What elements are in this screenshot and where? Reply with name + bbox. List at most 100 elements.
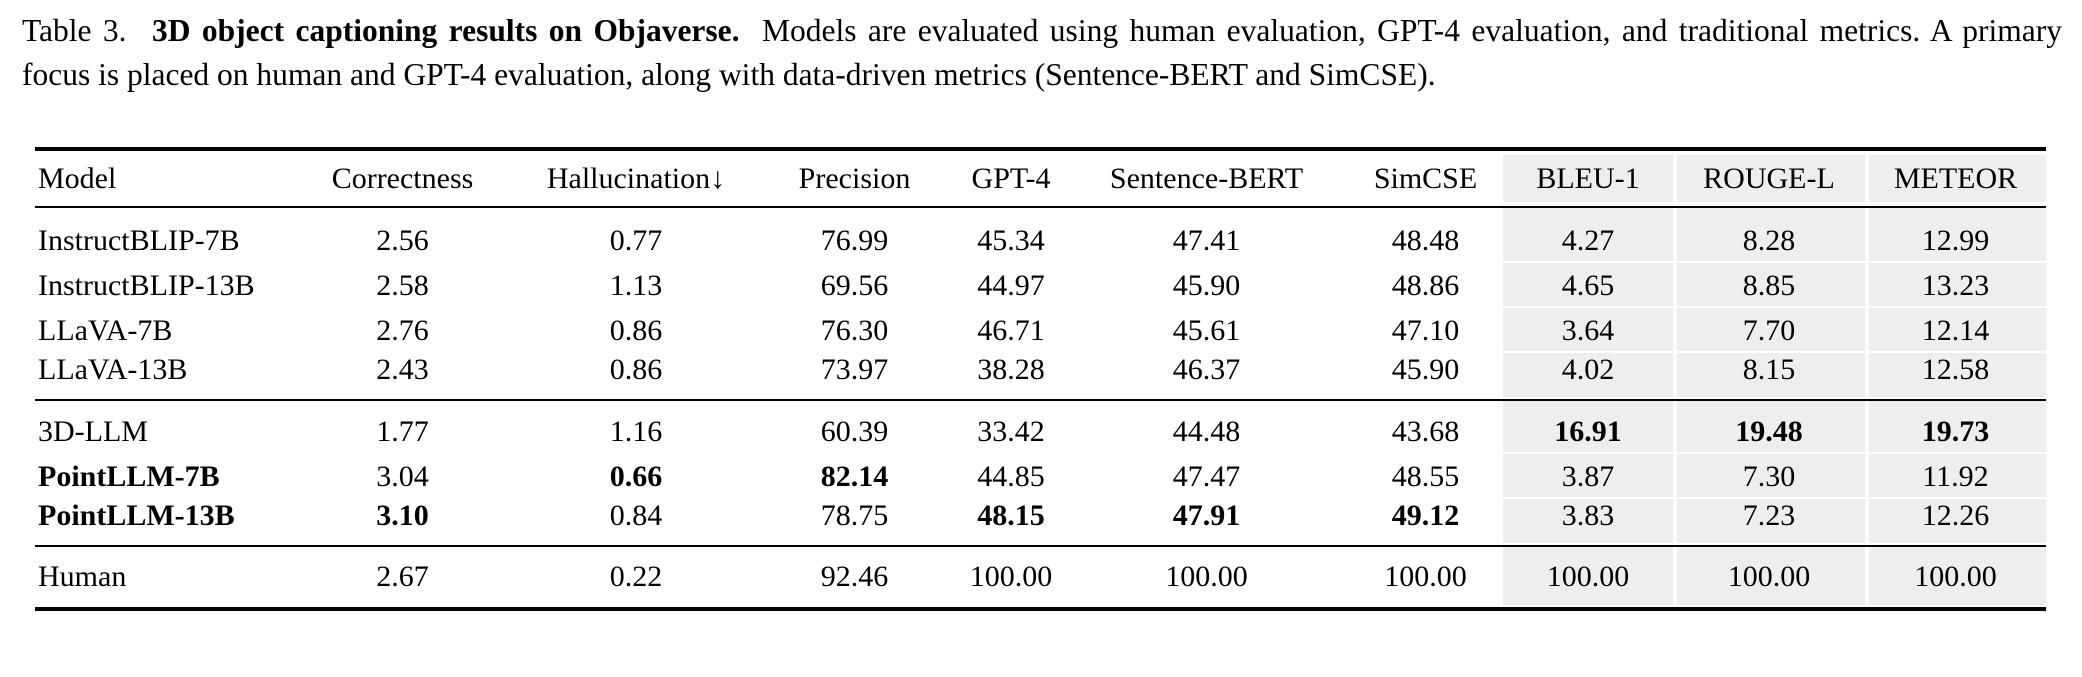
header-row: Model Correctness Hallucination↓ Precisi… xyxy=(35,149,2046,207)
metric-cell: 3.04 xyxy=(376,459,429,493)
metric-cell: 100.00 xyxy=(1503,546,1673,609)
metric-cell: 1.77 xyxy=(376,414,429,448)
metric-cell: 48.86 xyxy=(1391,268,1460,302)
column-header: BLEU-1 xyxy=(1503,149,1673,207)
metric-cell: 12.58 xyxy=(1865,353,2046,400)
metric-cell: 48.15 xyxy=(977,499,1045,532)
metric-cell: 3.64 xyxy=(1503,308,1673,353)
metric-cell: 76.99 xyxy=(820,223,889,257)
metric-cell: 69.56 xyxy=(820,268,889,302)
metric-cell: 45.34 xyxy=(977,223,1045,257)
metric-cell: 45.90 xyxy=(1172,268,1241,302)
model-cell: InstructBLIP-7B xyxy=(38,223,240,257)
metric-cell: 8.28 xyxy=(1673,207,1865,263)
human-group: Human 2.67 0.22 92.46 100.00 100.00 100.… xyxy=(35,546,2046,609)
metric-cell: 0.22 xyxy=(609,560,663,593)
metric-cell: 2.56 xyxy=(376,223,429,257)
column-header: Hallucination↓ xyxy=(546,161,726,195)
metric-cell: 44.48 xyxy=(1172,414,1241,448)
metric-cell: 0.86 xyxy=(609,313,663,347)
metric-cell: 44.85 xyxy=(977,459,1045,493)
caption-title: 3D object captioning results on Objavers… xyxy=(151,13,740,48)
column-header: METEOR xyxy=(1865,149,2046,207)
table-row: LLaVA-13B 2.43 0.86 73.97 38.28 46.37 45… xyxy=(35,353,2046,400)
column-header: SimCSE xyxy=(1373,161,1478,195)
metric-cell: 8.85 xyxy=(1673,263,1865,308)
model-cell: InstructBLIP-13B xyxy=(38,268,255,302)
metric-cell: 4.27 xyxy=(1503,207,1673,263)
table-row: 3D-LLM 1.77 1.16 60.39 33.42 44.48 43.68… xyxy=(35,400,2046,454)
column-header: Correctness xyxy=(331,161,474,195)
metric-cell: 46.37 xyxy=(1172,353,1241,386)
metric-cell: 12.14 xyxy=(1865,308,2046,353)
metric-cell: 92.46 xyxy=(820,560,889,593)
metric-cell: 38.28 xyxy=(977,353,1045,386)
column-header: Precision xyxy=(798,161,911,195)
metric-cell: 100.00 xyxy=(1384,560,1467,593)
table-header: Model Correctness Hallucination↓ Precisi… xyxy=(35,149,2046,207)
metric-cell: 47.47 xyxy=(1172,459,1241,493)
metric-cell: 76.30 xyxy=(820,313,889,347)
baseline-2d-group: InstructBLIP-7B 2.56 0.77 76.99 45.34 47… xyxy=(35,207,2046,400)
column-header: GPT-4 xyxy=(971,161,1051,195)
metric-cell: 100.00 xyxy=(1165,560,1248,593)
metric-cell: 7.70 xyxy=(1673,308,1865,353)
table-row: InstructBLIP-7B 2.56 0.77 76.99 45.34 47… xyxy=(35,207,2046,263)
metric-cell: 2.43 xyxy=(376,353,429,386)
metric-cell: 73.97 xyxy=(820,353,889,386)
table-row: PointLLM-7B 3.04 0.66 82.14 44.85 47.47 … xyxy=(35,454,2046,499)
metric-cell: 45.61 xyxy=(1172,313,1241,347)
model-cell: PointLLM-7B xyxy=(38,459,220,493)
model-cell: Human xyxy=(38,560,127,593)
metric-cell: 0.84 xyxy=(609,499,663,532)
metric-cell: 12.26 xyxy=(1865,499,2046,546)
metric-cell: 4.02 xyxy=(1503,353,1673,400)
metric-cell: 0.86 xyxy=(609,353,663,386)
results-table: Model Correctness Hallucination↓ Precisi… xyxy=(35,147,2046,611)
metric-cell: 19.73 xyxy=(1865,400,2046,454)
table-row: PointLLM-13B 3.10 0.84 78.75 48.15 47.91… xyxy=(35,499,2046,546)
metric-cell: 33.42 xyxy=(977,414,1045,448)
metric-cell: 44.97 xyxy=(977,268,1045,302)
metric-cell: 1.13 xyxy=(609,268,663,302)
metric-cell: 3.10 xyxy=(376,499,429,532)
model-cell: LLaVA-7B xyxy=(38,313,173,347)
metric-cell: 7.23 xyxy=(1673,499,1865,546)
metric-cell: 2.76 xyxy=(376,313,429,347)
metric-cell: 12.99 xyxy=(1865,207,2046,263)
metric-cell: 3.87 xyxy=(1503,454,1673,499)
metric-cell: 16.91 xyxy=(1503,400,1673,454)
metric-cell: 11.92 xyxy=(1865,454,2046,499)
metric-cell: 82.14 xyxy=(820,459,889,493)
metric-cell: 48.55 xyxy=(1391,459,1460,493)
metric-cell: 19.48 xyxy=(1673,400,1865,454)
metric-cell: 3.83 xyxy=(1503,499,1673,546)
column-header: ROUGE-L xyxy=(1673,149,1865,207)
metric-cell: 45.90 xyxy=(1391,353,1460,386)
model-cell: LLaVA-13B xyxy=(38,353,188,386)
table-row: Human 2.67 0.22 92.46 100.00 100.00 100.… xyxy=(35,546,2046,609)
metric-cell: 8.15 xyxy=(1673,353,1865,400)
metric-cell: 47.91 xyxy=(1172,499,1241,532)
model-cell: PointLLM-13B xyxy=(38,499,235,532)
metric-cell: 2.67 xyxy=(376,560,429,593)
metric-cell: 1.16 xyxy=(609,414,663,448)
metric-cell: 0.66 xyxy=(609,459,663,493)
table-row: LLaVA-7B 2.76 0.86 76.30 46.71 45.61 47.… xyxy=(35,308,2046,353)
metric-cell: 13.23 xyxy=(1865,263,2046,308)
metric-cell: 0.77 xyxy=(609,223,663,257)
metric-cell: 7.30 xyxy=(1673,454,1865,499)
baseline-3d-group: 3D-LLM 1.77 1.16 60.39 33.42 44.48 43.68… xyxy=(35,400,2046,546)
metric-cell: 100.00 xyxy=(1865,546,2046,609)
model-cell: 3D-LLM xyxy=(38,414,148,448)
metric-cell: 60.39 xyxy=(820,414,889,448)
caption-body: Models are evaluated using human evaluat… xyxy=(22,13,2063,92)
table-row: InstructBLIP-13B 2.58 1.13 69.56 44.97 4… xyxy=(35,263,2046,308)
metric-cell: 78.75 xyxy=(820,499,889,532)
metric-cell: 46.71 xyxy=(977,313,1045,347)
metric-cell: 47.41 xyxy=(1172,223,1241,257)
metric-cell: 100.00 xyxy=(1673,546,1865,609)
metric-cell: 4.65 xyxy=(1503,263,1673,308)
column-header: Sentence-BERT xyxy=(1109,161,1304,195)
metric-cell: 48.48 xyxy=(1391,223,1460,257)
